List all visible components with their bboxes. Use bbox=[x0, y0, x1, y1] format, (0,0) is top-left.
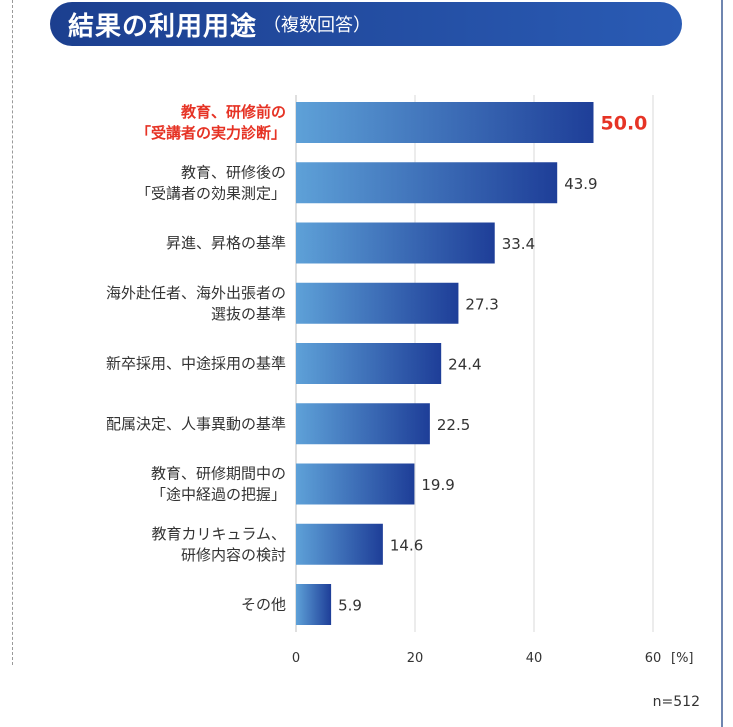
x-tick-label: 20 bbox=[407, 651, 424, 666]
bar bbox=[296, 162, 558, 204]
category-label: 教育、研修前の bbox=[180, 103, 286, 121]
bar bbox=[296, 403, 430, 445]
bar bbox=[296, 102, 594, 143]
value-label: 50.0 bbox=[601, 113, 648, 135]
section-subtitle: （複数回答） bbox=[263, 15, 372, 36]
value-label: 14.6 bbox=[390, 536, 423, 554]
value-label: 43.9 bbox=[564, 175, 597, 193]
bar bbox=[296, 282, 459, 324]
category-label: 新卒採用、中途採用の基準 bbox=[106, 355, 286, 373]
bar bbox=[296, 584, 332, 625]
sample-size-note: n=512 bbox=[652, 694, 700, 710]
category-label: 「途中経過の把握」 bbox=[151, 486, 286, 504]
page-border-right bbox=[721, 0, 723, 727]
x-tick-label: 60 bbox=[645, 651, 662, 666]
section-header: 結果の利用用途 （複数回答） bbox=[50, 2, 682, 46]
category-label: その他 bbox=[241, 596, 286, 614]
x-unit-label: [%] bbox=[671, 651, 694, 666]
category-label: 教育カリキュラム、 bbox=[151, 525, 286, 543]
bar bbox=[296, 523, 383, 565]
category-label: 選抜の基準 bbox=[211, 305, 286, 323]
value-label: 22.5 bbox=[437, 416, 470, 434]
bar bbox=[296, 343, 442, 384]
x-tick-label: 0 bbox=[292, 651, 300, 666]
section-title: 結果の利用用途 bbox=[68, 11, 258, 42]
category-label: 研修内容の検討 bbox=[181, 546, 286, 564]
value-label: 5.9 bbox=[338, 597, 362, 615]
value-label: 19.9 bbox=[421, 476, 454, 494]
category-label: 教育、研修後の bbox=[181, 163, 286, 181]
bar bbox=[296, 463, 415, 505]
category-label: 「受講者の効果測定」 bbox=[136, 184, 286, 202]
dashed-border-left bbox=[12, 0, 13, 665]
category-label: 教育、研修期間中の bbox=[151, 465, 286, 483]
value-label: 33.4 bbox=[502, 235, 535, 253]
value-label: 24.4 bbox=[448, 356, 481, 374]
category-label: 「受講者の実力診断」 bbox=[136, 124, 286, 142]
value-label: 27.3 bbox=[465, 295, 498, 313]
category-label: 昇進、昇格の基準 bbox=[166, 234, 286, 252]
category-label: 配属決定、人事異動の基準 bbox=[106, 415, 286, 433]
category-label: 海外赴任者、海外出張者の bbox=[106, 284, 286, 302]
x-tick-label: 40 bbox=[526, 651, 543, 666]
bar bbox=[296, 222, 495, 264]
